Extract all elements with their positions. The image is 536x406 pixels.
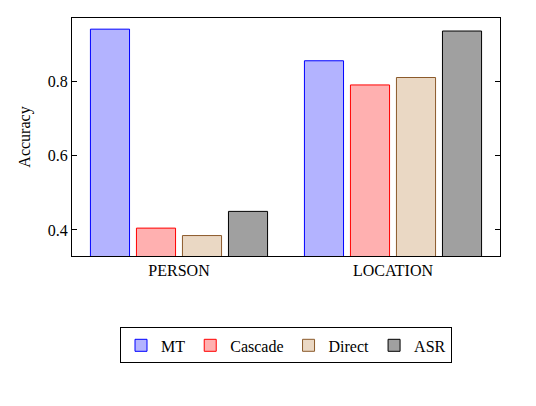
svg-text:0.8: 0.8 bbox=[48, 73, 68, 90]
svg-text:0.4: 0.4 bbox=[48, 222, 68, 239]
svg-text:Direct: Direct bbox=[329, 338, 370, 355]
svg-text:Cascade: Cascade bbox=[230, 338, 283, 355]
svg-text:MT: MT bbox=[161, 338, 185, 355]
svg-text:0.6: 0.6 bbox=[48, 147, 68, 164]
svg-text:ASR: ASR bbox=[414, 338, 445, 355]
svg-text:PERSON: PERSON bbox=[148, 262, 210, 279]
svg-text:LOCATION: LOCATION bbox=[353, 262, 433, 279]
svg-text:Accuracy: Accuracy bbox=[16, 106, 34, 167]
